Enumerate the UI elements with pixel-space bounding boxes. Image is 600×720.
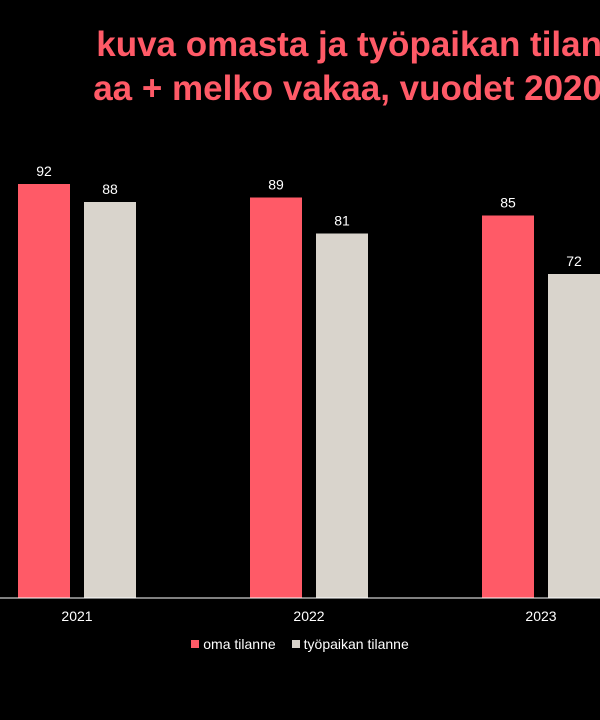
legend-item-oma-tilanne: oma tilanne [191,636,276,652]
bar-oma-tilanne-2023 [482,215,534,598]
data-label-tyopaikan-tilanne-2021: 88 [102,181,118,197]
bar-tyopaikan-tilanne-2022 [316,233,368,598]
legend-swatch-oma-tilanne [191,640,200,648]
x-tick-label-2022: 2022 [293,608,324,624]
data-label-oma-tilanne-2021: 92 [36,163,52,179]
bar-tyopaikan-tilanne-2023 [548,274,600,598]
chart-title-line-1: kuva omasta ja työpaikan tilan [96,25,600,64]
x-tick-label-2021: 2021 [61,608,92,624]
data-label-oma-tilanne-2023: 85 [500,195,516,211]
legend-label-oma-tilanne: oma tilanne [203,636,276,652]
chart-legend: oma tilanne työpaikan tilanne [0,636,600,652]
data-label-oma-tilanne-2022: 89 [268,177,284,193]
x-tick-label-2023: 2023 [525,608,556,624]
bar-tyopaikan-tilanne-2021 [84,202,136,598]
bar-oma-tilanne-2021 [18,184,70,598]
chart-title: kuva omasta ja työpaikan tilan aa + melk… [0,24,600,120]
legend-swatch-tyopaikan-tilanne [291,640,300,648]
legend-item-tyopaikan-tilanne: työpaikan tilanne [291,636,409,652]
data-label-tyopaikan-tilanne-2022: 81 [334,213,350,229]
bar-oma-tilanne-2022 [250,197,302,598]
chart-title-line-2: aa + melko vakaa, vuodet 2020 [93,69,600,108]
legend-label-tyopaikan-tilanne: työpaikan tilanne [303,636,409,652]
data-label-tyopaikan-tilanne-2023: 72 [566,253,582,269]
